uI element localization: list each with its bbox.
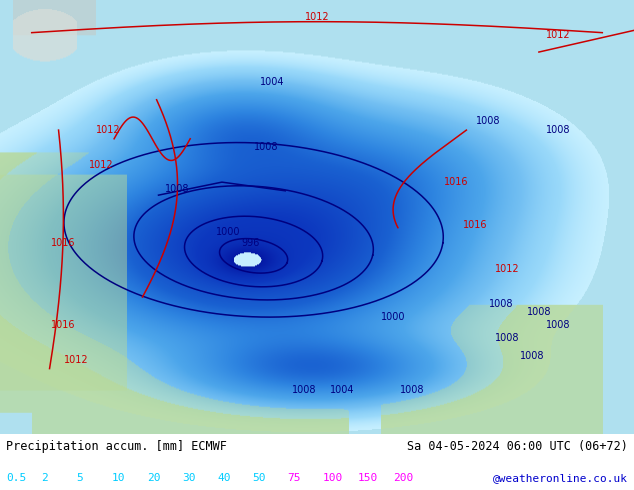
Text: @weatheronline.co.uk: @weatheronline.co.uk bbox=[493, 473, 628, 483]
Text: Precipitation accum. [mm] ECMWF: Precipitation accum. [mm] ECMWF bbox=[6, 441, 227, 453]
Text: 1008: 1008 bbox=[521, 350, 545, 361]
Text: 1008: 1008 bbox=[527, 307, 551, 317]
Text: 150: 150 bbox=[358, 473, 378, 483]
Text: 1012: 1012 bbox=[495, 264, 519, 274]
Text: 30: 30 bbox=[182, 473, 196, 483]
Text: 1008: 1008 bbox=[165, 184, 190, 194]
Text: 1012: 1012 bbox=[96, 125, 120, 135]
Text: 1008: 1008 bbox=[292, 385, 316, 395]
Text: 1012: 1012 bbox=[546, 30, 570, 40]
Text: 75: 75 bbox=[288, 473, 301, 483]
Text: 1012: 1012 bbox=[89, 160, 113, 170]
Text: 1016: 1016 bbox=[51, 238, 75, 248]
Text: 1008: 1008 bbox=[495, 333, 519, 343]
Text: 100: 100 bbox=[323, 473, 343, 483]
Text: 0.5: 0.5 bbox=[6, 473, 27, 483]
Text: 1016: 1016 bbox=[444, 177, 469, 187]
Text: 1004: 1004 bbox=[330, 385, 354, 395]
Text: Sa 04-05-2024 06:00 UTC (06+72): Sa 04-05-2024 06:00 UTC (06+72) bbox=[407, 441, 628, 453]
Text: 1000: 1000 bbox=[216, 227, 240, 237]
Text: 1008: 1008 bbox=[476, 117, 500, 126]
Text: 1004: 1004 bbox=[261, 77, 285, 87]
Text: 1008: 1008 bbox=[546, 125, 570, 135]
Text: 1008: 1008 bbox=[254, 143, 278, 152]
Text: 20: 20 bbox=[147, 473, 160, 483]
Text: 1000: 1000 bbox=[381, 312, 405, 321]
Text: 1016: 1016 bbox=[51, 320, 75, 330]
Text: 1012: 1012 bbox=[305, 12, 329, 23]
Text: 1008: 1008 bbox=[489, 298, 513, 309]
Text: 200: 200 bbox=[393, 473, 413, 483]
Text: 996: 996 bbox=[242, 238, 259, 248]
Text: 50: 50 bbox=[252, 473, 266, 483]
Text: 1012: 1012 bbox=[64, 355, 88, 365]
Text: 2: 2 bbox=[41, 473, 48, 483]
Text: 1008: 1008 bbox=[546, 320, 570, 330]
Text: 40: 40 bbox=[217, 473, 231, 483]
Text: 10: 10 bbox=[112, 473, 126, 483]
Text: 1016: 1016 bbox=[463, 220, 488, 230]
Text: 1008: 1008 bbox=[400, 385, 424, 395]
Text: 5: 5 bbox=[77, 473, 84, 483]
